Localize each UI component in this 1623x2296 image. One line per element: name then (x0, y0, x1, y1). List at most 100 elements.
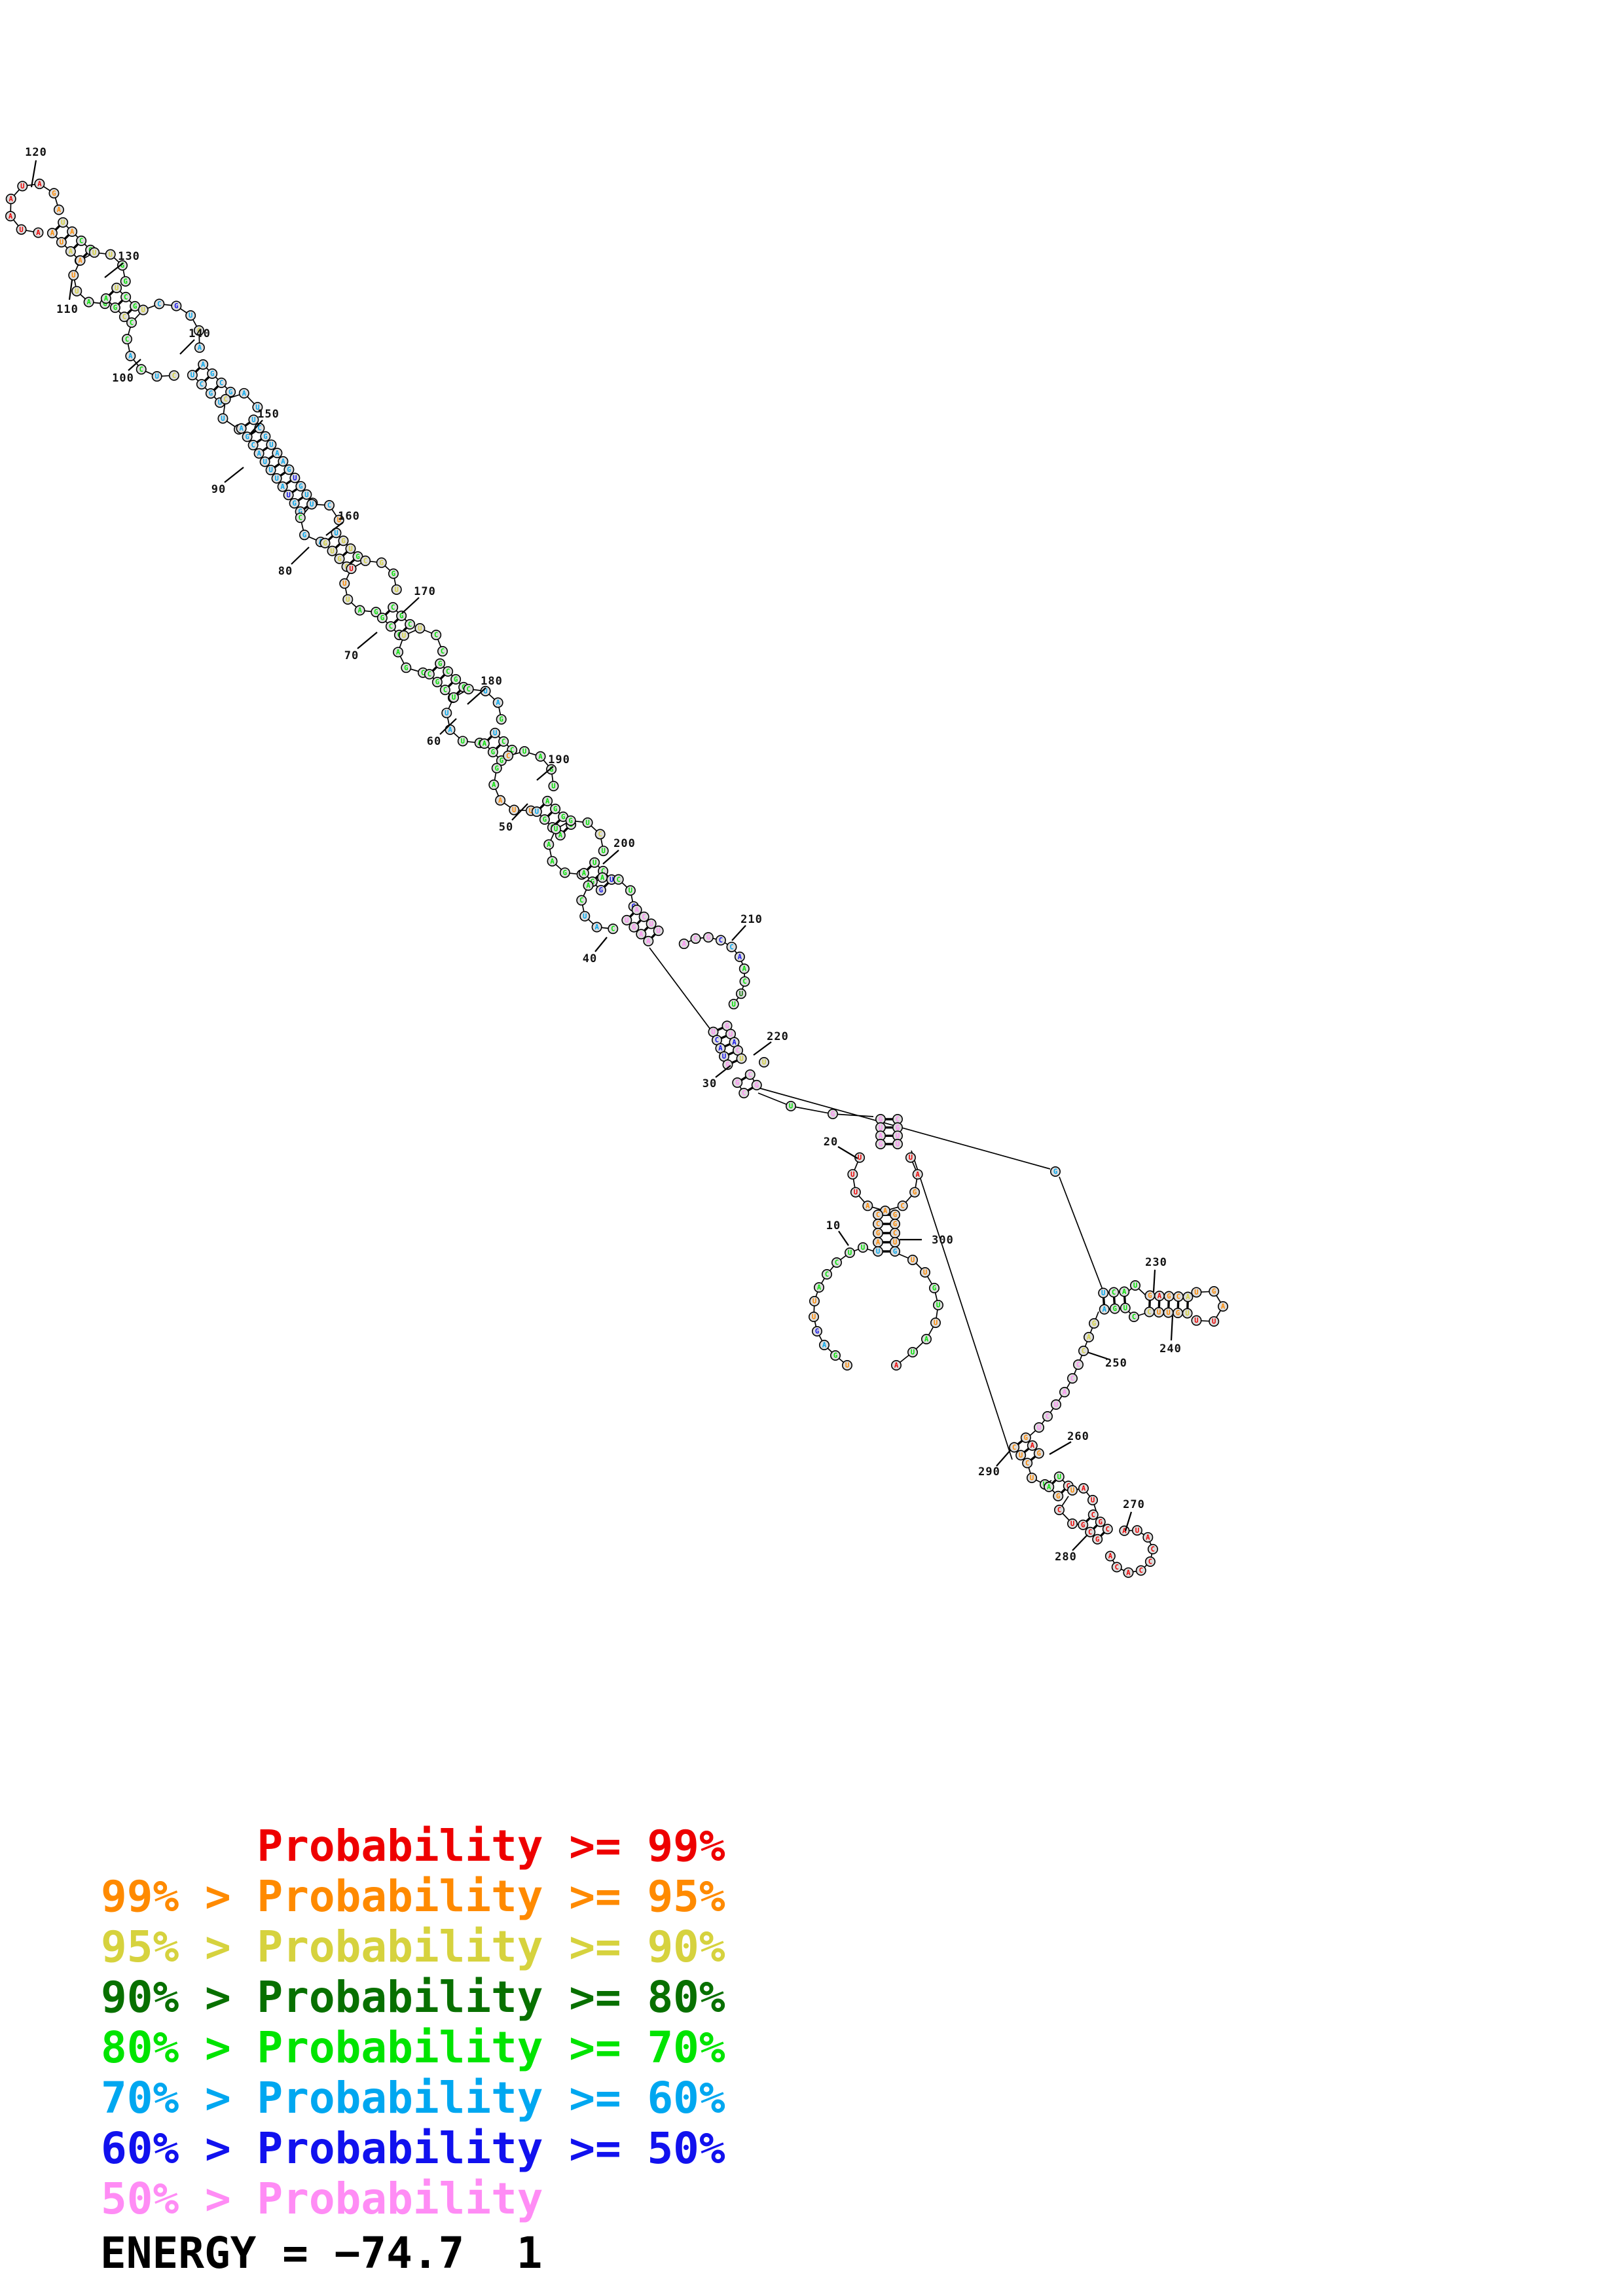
svg-text:U: U (337, 516, 341, 524)
svg-text:U: U (610, 876, 613, 884)
nucleotide: G (225, 386, 236, 397)
nucleotide: U (598, 846, 609, 857)
position-label: 210 (740, 913, 763, 926)
nucleotide: U (551, 823, 562, 834)
svg-text:G: G (913, 1189, 917, 1196)
nucleotide: U (907, 1255, 919, 1266)
svg-text:G: G (1212, 1288, 1216, 1296)
svg-text:U: U (1030, 1475, 1034, 1482)
svg-text:C: C (257, 425, 261, 433)
svg-text:C: C (1147, 1308, 1151, 1316)
svg-text:C: C (729, 943, 733, 951)
nucleotide: G (396, 610, 407, 621)
svg-text:G: G (1037, 1450, 1041, 1458)
svg-text:U: U (493, 729, 497, 737)
svg-text:U: U (762, 1059, 766, 1067)
svg-text:U: U (583, 912, 587, 920)
svg-text:A: A (547, 841, 551, 849)
svg-text:G: G (245, 433, 249, 441)
svg-text:G: G (133, 302, 137, 310)
svg-text:A: A (1221, 1303, 1226, 1311)
nucleotide: A (393, 647, 404, 658)
nucleotide: G (376, 613, 388, 624)
svg-text:C: C (1151, 1545, 1155, 1553)
svg-text:U: U (529, 807, 533, 815)
nucleotide: U (930, 1318, 941, 1329)
svg-text:C: C (1176, 1293, 1180, 1301)
nucleotide: U (1130, 1280, 1141, 1291)
svg-text:G: G (831, 1111, 835, 1119)
svg-text:U: U (896, 1132, 900, 1140)
nucleotide: U (1182, 1308, 1193, 1319)
nucleotide: U (842, 1360, 853, 1371)
svg-text:C: C (611, 925, 615, 933)
svg-text:A: A (239, 425, 244, 433)
svg-text:G: G (374, 609, 378, 617)
svg-text:C: C (408, 620, 412, 628)
svg-text:C: C (1067, 1482, 1070, 1490)
nucleotide: G (496, 714, 507, 725)
svg-text:G: G (725, 1061, 729, 1069)
svg-text:U: U (649, 920, 653, 928)
nucleotide: G (1173, 1307, 1184, 1318)
nucleotide: U (58, 217, 69, 228)
svg-text:U: U (1091, 1497, 1095, 1505)
nucleotide: U (1191, 1287, 1202, 1298)
nucleotide: U (905, 1152, 916, 1163)
svg-text:C: C (693, 935, 697, 943)
nucleotide: G (120, 276, 131, 287)
svg-text:C: C (1057, 1507, 1061, 1515)
nucleotide: C (216, 377, 227, 388)
svg-text:A: A (448, 726, 452, 734)
nucleotide-layer: AUAAUAGAAUAGUACCGAUUAUUGGAGCUCGCUCACCUCG… (5, 178, 1229, 1578)
svg-text:U: U (522, 748, 526, 756)
svg-text:A: A (201, 361, 206, 368)
svg-text:A: A (1063, 1389, 1067, 1397)
nucleotide: U (809, 1296, 820, 1307)
svg-text:C: C (197, 327, 201, 335)
svg-text:A: A (70, 228, 75, 236)
nucleotide: A (535, 751, 546, 762)
svg-text:U: U (330, 547, 334, 555)
svg-text:U: U (334, 529, 338, 537)
nucleotide: G (283, 464, 295, 475)
svg-text:U: U (845, 1362, 849, 1370)
svg-text:U: U (1123, 1304, 1127, 1312)
svg-text:U: U (722, 1053, 726, 1061)
svg-text:C: C (223, 396, 227, 404)
nucleotide: C (431, 630, 442, 641)
nucleotide: U (920, 1267, 931, 1278)
svg-text:A: A (915, 1171, 920, 1179)
nucleotide: U (735, 988, 746, 999)
nucleotide: A (198, 359, 209, 370)
svg-text:A: A (538, 753, 543, 761)
svg-text:U: U (656, 927, 660, 935)
nucleotide: G (435, 658, 446, 669)
svg-text:G: G (706, 934, 710, 942)
nucleotide: C (594, 829, 606, 840)
svg-text:G: G (755, 1082, 759, 1090)
svg-text:A: A (1158, 1293, 1162, 1300)
nucleotide: U (1209, 1316, 1220, 1327)
svg-text:A: A (9, 196, 14, 204)
position-label: 180 (481, 675, 503, 688)
svg-text:C: C (79, 237, 83, 245)
svg-text:G: G (1056, 1492, 1060, 1500)
svg-text:U: U (739, 1055, 743, 1063)
nucleotide: A (631, 905, 642, 916)
svg-text:A: A (817, 1284, 822, 1292)
nucleotide: G (546, 764, 557, 775)
nucleotide: C (711, 1035, 722, 1046)
nucleotide: U (646, 918, 657, 929)
nucleotide: C (744, 1069, 756, 1080)
svg-text:U: U (445, 709, 448, 717)
nucleotide: G (1089, 1318, 1100, 1329)
nucleotide: C (1144, 1306, 1155, 1318)
position-label: 40 (583, 952, 597, 965)
nucleotide: G (629, 922, 640, 933)
svg-text:C: C (219, 379, 223, 387)
svg-text:G: G (292, 500, 296, 508)
nucleotide: U (271, 473, 282, 484)
nucleotide: U (907, 1347, 919, 1358)
